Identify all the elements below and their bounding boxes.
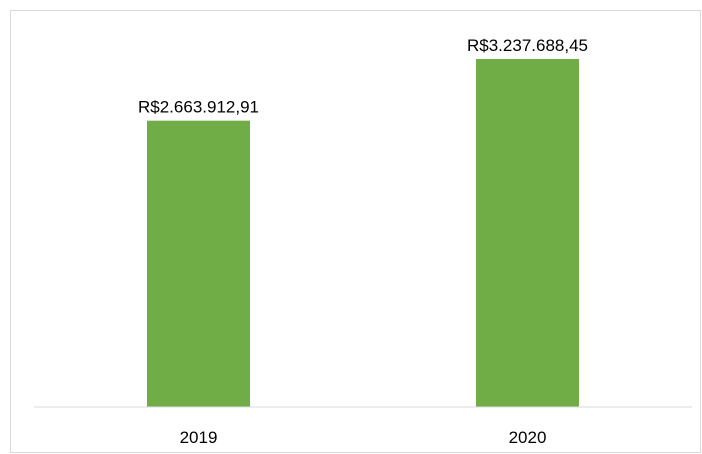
chart-frame [10,10,701,453]
labels-group: R$2.663.912,91 R$3.237.688,45 [138,36,588,117]
data-label-2019: R$2.663.912,91 [138,98,259,117]
x-tick-label-2019: 2019 [180,428,218,447]
bar-2019 [147,120,250,407]
x-tick-label-2020: 2020 [509,428,547,447]
x-axis-ticks: 2019 2020 [180,428,547,447]
data-label-2020: R$3.237.688,45 [467,36,588,55]
bar-2020 [476,59,579,407]
bars-group [147,59,579,407]
